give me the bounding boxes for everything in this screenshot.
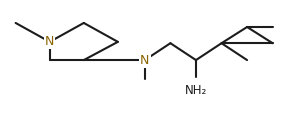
Text: N: N (140, 54, 150, 67)
Text: NH₂: NH₂ (185, 84, 207, 97)
Text: N: N (45, 35, 55, 48)
